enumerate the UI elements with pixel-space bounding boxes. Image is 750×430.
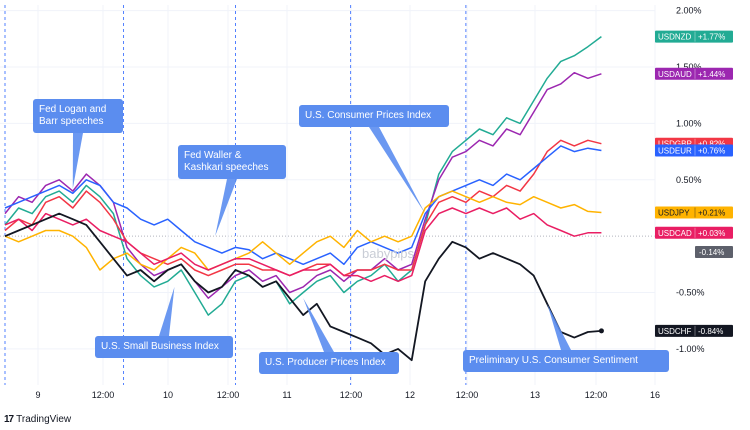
annotation-box bbox=[33, 99, 123, 133]
y-tick-label: 1.00% bbox=[676, 118, 702, 128]
series-tag-value: +1.77% bbox=[698, 33, 725, 42]
annotation-box bbox=[178, 145, 286, 179]
series-tag-box bbox=[655, 144, 733, 157]
annotation-box bbox=[259, 352, 399, 374]
y-tick-label: 1.50% bbox=[676, 62, 702, 72]
neutral-tag-box bbox=[695, 245, 733, 258]
series-tag-value: -0.84% bbox=[698, 327, 723, 336]
series-line-usdjpy bbox=[4, 190, 602, 271]
x-tick-label: 10 bbox=[163, 390, 173, 400]
series-tag-name: USDEUR bbox=[658, 146, 692, 155]
tradingview-logo[interactable]: 17 TradingView bbox=[4, 414, 71, 425]
series-tag-name: USDNZD bbox=[658, 33, 692, 42]
annotation-pointer bbox=[215, 179, 237, 237]
annotation-text: Preliminary U.S. Consumer Sentiment bbox=[469, 355, 638, 366]
series-tag-value: +0.76% bbox=[698, 146, 725, 155]
annotation-text: Barr speeches bbox=[39, 116, 103, 127]
annotation-callout: Preliminary U.S. Consumer Sentiment bbox=[463, 303, 669, 372]
series-tag-usdcad: USDCAD +0.03% bbox=[655, 226, 733, 239]
x-tick-label: 11 bbox=[282, 390, 291, 400]
series-tag-usdaud: USDAUD +1.44% bbox=[655, 67, 733, 80]
annotation-box bbox=[463, 350, 669, 372]
series-line-usdgbp bbox=[4, 139, 602, 277]
series-tag-usdjpy: USDJPY +0.21% bbox=[655, 206, 733, 219]
series-tag-value: +0.21% bbox=[698, 208, 725, 217]
series-tag-name: USDJPY bbox=[658, 208, 690, 217]
series-tag-box bbox=[655, 226, 733, 239]
tradingview-logo-icon: 17 bbox=[4, 414, 14, 425]
x-tick-label: 9 bbox=[35, 390, 40, 400]
x-tick-label: 12:00 bbox=[217, 390, 240, 400]
x-tick-label: 16 bbox=[650, 390, 660, 400]
annotation-pointer bbox=[72, 133, 83, 189]
tradingview-logo-text: TradingView bbox=[16, 414, 72, 425]
neutral-tag: -0.14% bbox=[695, 245, 733, 258]
annotation-text: Kashkari speeches bbox=[184, 162, 269, 173]
series-tag-name: USDCHF bbox=[658, 327, 691, 336]
x-tick-label: 12 bbox=[405, 390, 415, 400]
series-tag-name: USDCAD bbox=[658, 229, 692, 238]
series-end-dot bbox=[598, 328, 604, 334]
series-tag-name: USDAUD bbox=[658, 70, 692, 79]
annotation-pointer bbox=[547, 303, 571, 350]
series-tag-box bbox=[655, 324, 733, 337]
y-tick-label: -0.50% bbox=[676, 288, 705, 298]
series-tag-usdeur: USDEUR +0.76% bbox=[655, 144, 733, 157]
y-tick-label: 2.00% bbox=[676, 6, 702, 16]
series-line-usdeur bbox=[4, 145, 602, 266]
series-tag-name: USDGBP bbox=[658, 140, 692, 149]
annotation-text: U.S. Consumer Prices Index bbox=[305, 110, 431, 121]
line-layer bbox=[4, 35, 604, 362]
annotation-text: Fed Logan and bbox=[39, 104, 106, 115]
annotation-pointer bbox=[159, 286, 175, 336]
series-line-usdnzd bbox=[4, 35, 602, 316]
annotation-callout: U.S. Consumer Prices Index bbox=[299, 105, 449, 214]
y-tick-label: -1.00% bbox=[676, 344, 705, 354]
series-tag-usdnzd: USDNZD +1.77% bbox=[655, 30, 733, 43]
neutral-tag-value: -0.14% bbox=[699, 248, 724, 257]
x-tick-label: 12:00 bbox=[92, 390, 115, 400]
annotation-text: U.S. Producer Prices Index bbox=[265, 357, 386, 368]
series-line-usdchf bbox=[4, 212, 602, 362]
series-tag-value: +1.44% bbox=[698, 70, 725, 79]
axis-layer: 2.00% 1.50% 1.00% 0.50% -0.50% -1.00% USDNZD +1… bbox=[35, 6, 733, 400]
annotation-box bbox=[299, 105, 449, 127]
series-tag-usdchf: USDCHF -0.84% bbox=[655, 324, 733, 337]
annotation-callout: U.S. Small Business Index bbox=[95, 286, 233, 358]
y-tick-label: 0.50% bbox=[676, 175, 702, 185]
annotation-box bbox=[95, 336, 233, 358]
series-tag-value: +0.82% bbox=[698, 140, 725, 149]
annotation-pointer bbox=[303, 298, 334, 352]
annotation-text: Fed Waller & bbox=[184, 150, 242, 161]
series-tag-value: +0.03% bbox=[698, 229, 725, 238]
series-tag-box bbox=[655, 30, 733, 43]
series-tag-box bbox=[655, 206, 733, 219]
annotation-callout: Fed Waller &Kashkari speeches bbox=[178, 145, 286, 237]
x-tick-label: 12:00 bbox=[456, 390, 479, 400]
x-tick-label: 13 bbox=[530, 390, 540, 400]
annotation-callout: U.S. Producer Prices Index bbox=[259, 298, 399, 374]
x-tick-label: 12:00 bbox=[585, 390, 608, 400]
annotation-text: U.S. Small Business Index bbox=[101, 341, 219, 352]
watermark: babypips bbox=[362, 246, 415, 261]
annotation-pointer bbox=[369, 127, 426, 214]
x-tick-label: 12:00 bbox=[340, 390, 363, 400]
series-tag-box bbox=[655, 67, 733, 80]
series-line-usdcad bbox=[4, 207, 602, 283]
